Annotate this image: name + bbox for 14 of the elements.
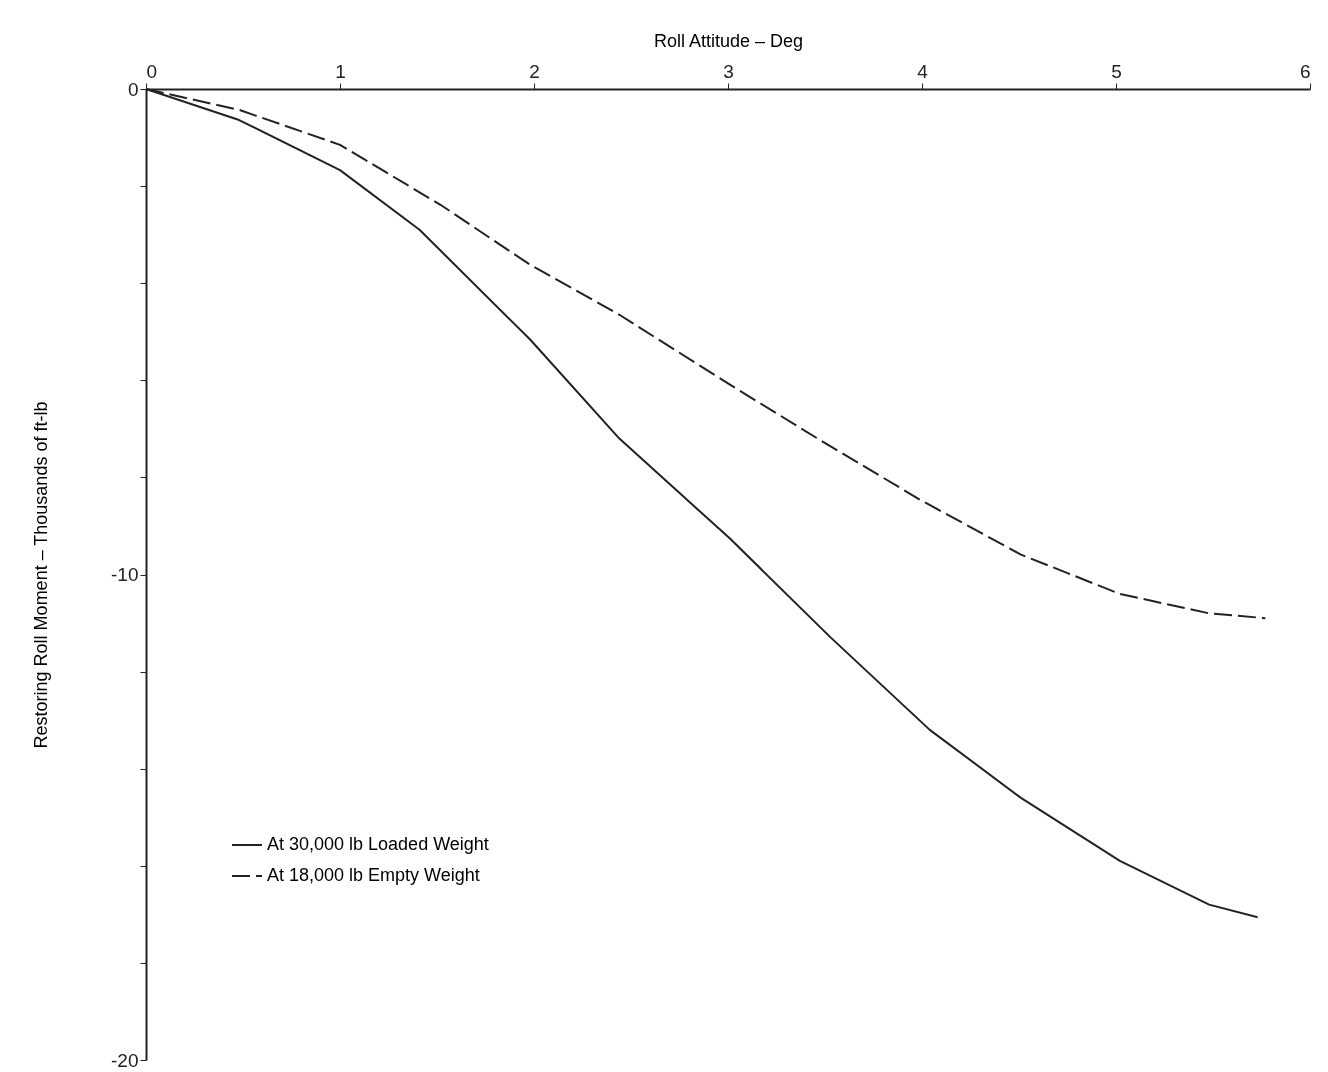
legend-label: At 30,000 lb Loaded Weight xyxy=(267,834,489,854)
x-tick-label: 1 xyxy=(335,60,346,82)
x-tick-label: 3 xyxy=(723,60,734,82)
x-tick-label: 4 xyxy=(917,60,929,82)
y-tick-label: -20 xyxy=(111,1049,139,1071)
y-tick-label: -10 xyxy=(111,564,139,585)
y-axis-title: Restoring Roll Moment – Thousands of ft-lb xyxy=(31,401,52,749)
x-tick-label: 6 xyxy=(1299,60,1311,82)
x-tick-label: 5 xyxy=(1111,60,1122,82)
x-axis-title: Roll Attitude – Deg xyxy=(653,30,804,51)
legend-label: At 18,000 lb Empty Weight xyxy=(267,865,480,885)
x-tick-label: 2 xyxy=(529,60,540,82)
y-tick-label: 0 xyxy=(127,78,139,100)
x-tick-label: 0 xyxy=(146,60,158,82)
